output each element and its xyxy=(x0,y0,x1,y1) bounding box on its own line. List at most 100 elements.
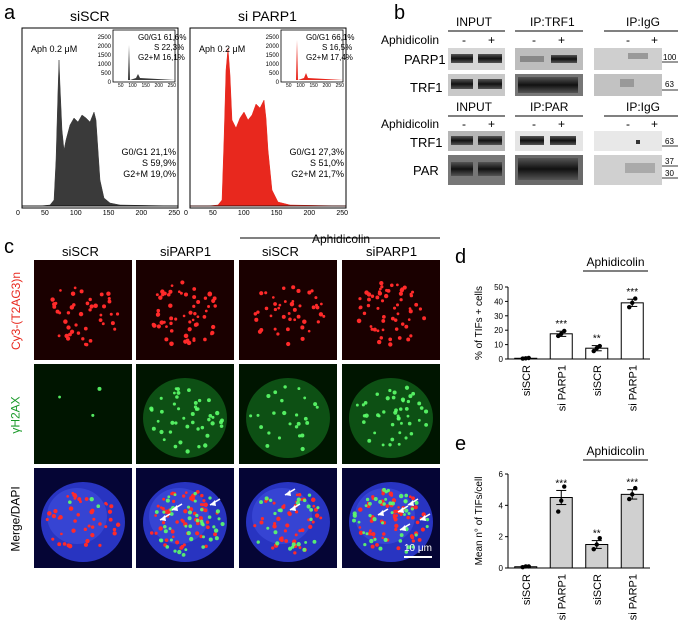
panel-label-a: a xyxy=(4,2,16,24)
arrow-icon xyxy=(289,503,301,511)
y-tick-label: 0 xyxy=(499,355,504,364)
inset-siparp1-yticks: 2500 2000 1500 1000 500 0 xyxy=(265,35,279,86)
x-tick-label: siSCR xyxy=(592,574,604,605)
panel-label-e: e xyxy=(455,433,467,455)
blot-marker: 63 xyxy=(665,80,674,89)
microscopy-tile xyxy=(34,260,132,360)
blot-bottom-sign: + xyxy=(558,117,566,131)
y-tick-label: 20 xyxy=(494,326,503,335)
microscopy-tile xyxy=(136,364,234,464)
significance-label: *** xyxy=(626,287,638,298)
data-point xyxy=(562,484,567,489)
blot-bottom-sign: - xyxy=(462,117,466,131)
microscopy-col-label: siPARP1 xyxy=(366,244,418,259)
blot-bottom-sign: - xyxy=(532,117,536,131)
panel-label-b: b xyxy=(394,2,406,24)
data-point xyxy=(559,331,564,336)
blot-marker: 37 xyxy=(665,157,674,166)
histogram-siscr xyxy=(21,27,179,209)
histogram-siparp1 xyxy=(189,27,347,209)
data-point xyxy=(526,355,531,361)
arrow-icon xyxy=(397,505,409,513)
x-tick-label: siSCR xyxy=(592,365,604,396)
blot-row-label-par: PAR xyxy=(413,163,439,178)
data-point xyxy=(630,300,635,306)
data-point xyxy=(562,328,567,334)
blot-top-sign: + xyxy=(651,33,659,47)
blot-top-parp1-strip xyxy=(448,48,662,70)
microscopy-tile xyxy=(239,260,337,360)
microscopy-col-label: siSCR xyxy=(262,244,299,259)
data-point xyxy=(594,542,599,547)
data-point xyxy=(597,343,602,349)
data-point xyxy=(559,498,564,503)
x-tick-label: si PARP1 xyxy=(627,365,639,411)
bar xyxy=(549,497,573,569)
histogram-siscr-trace xyxy=(22,59,179,207)
blot-bottom-header-input: INPUT xyxy=(456,100,492,114)
data-point xyxy=(627,496,632,502)
y-tick-label: 4 xyxy=(499,501,504,510)
inset-siscr xyxy=(112,29,176,83)
bar xyxy=(620,493,644,569)
blot-bottom-sign: - xyxy=(626,117,630,131)
microscopy-tile xyxy=(34,364,132,464)
significance-label: ** xyxy=(593,529,601,540)
histogram-title-siscr: siSCR xyxy=(70,8,110,24)
microscopy-aphidicolin-label: Aphidicolin xyxy=(312,232,371,246)
blot-top-sign: - xyxy=(532,33,536,47)
y-tick-label: 6 xyxy=(499,470,504,479)
blot-marker: 100 xyxy=(663,53,677,62)
arrow-icon xyxy=(209,498,221,506)
data-point xyxy=(556,509,561,514)
panel-a-histograms xyxy=(21,27,347,209)
histogram-title-siparp1: si PARP1 xyxy=(238,8,297,24)
y-tick-label: 2 xyxy=(499,533,504,542)
blot-bottom-sign: + xyxy=(488,117,496,131)
blot-top-header-input: INPUT xyxy=(456,15,492,29)
x-tick-label: si PARP1 xyxy=(627,574,639,620)
blot-top-treatment-label: Aphidicolin xyxy=(381,33,440,47)
microscopy-tile xyxy=(136,468,234,568)
histogram-siparp1-trace xyxy=(190,47,347,207)
microscopy-tile xyxy=(34,468,132,568)
inset-siparp1 xyxy=(280,29,344,83)
microscopy-tile xyxy=(239,468,337,568)
scale-bar-label: 10 μm xyxy=(404,543,432,554)
arrow-icon xyxy=(284,488,296,496)
microscopy-col-label: siPARP1 xyxy=(160,244,212,259)
x-tick-label: siSCR xyxy=(521,574,533,605)
significance-label: *** xyxy=(555,319,567,330)
arrow-icon xyxy=(171,503,183,511)
bar xyxy=(620,302,644,360)
inset-siscr-xticks: 50 100 150 200 250 xyxy=(118,83,176,89)
blot-top-sign: - xyxy=(626,33,630,47)
blot-bottom-par-strip xyxy=(448,155,662,185)
x-tick-label: si PARP1 xyxy=(556,365,568,411)
panel-label-d: d xyxy=(455,246,467,268)
microscopy-tile xyxy=(342,260,440,360)
chart-d: 0 10 20 30 40 50 % of TIFs + cells siSCR *** si P… xyxy=(474,255,650,411)
blot-marker: 30 xyxy=(665,169,674,178)
microscopy-tile xyxy=(239,364,337,464)
y-tick-label: 0 xyxy=(499,564,504,573)
blot-top-sign: + xyxy=(488,33,496,47)
inset-siscr-yticks: 2500 2000 1500 1000 500 0 xyxy=(97,35,111,86)
y-tick-label: 40 xyxy=(494,297,503,306)
blot-bottom-trf1-strip xyxy=(448,131,662,151)
inset-siscr-stats: G0/G1 61,6% S 22,3% G2+M 16,1% xyxy=(138,33,187,62)
data-point xyxy=(526,564,531,569)
data-point xyxy=(591,547,596,552)
y-tick-label: 30 xyxy=(494,312,503,321)
aph-label-siscr: Aph 0.2 μM xyxy=(31,44,78,54)
blot-top-header-iptrf1: IP:TRF1 xyxy=(530,15,575,29)
arrow-icon xyxy=(159,513,171,521)
significance-label: ** xyxy=(593,334,601,345)
arrow-icon xyxy=(399,523,411,531)
microscopy-tile xyxy=(136,260,234,360)
scale-bar xyxy=(404,556,432,558)
arrow-icon xyxy=(407,498,419,506)
data-point xyxy=(630,492,635,497)
inset-siparp1-stats: G0/G1 66,1% S 16,5% G2+M 17,4% xyxy=(306,33,355,62)
microscopy-tile xyxy=(342,364,440,464)
